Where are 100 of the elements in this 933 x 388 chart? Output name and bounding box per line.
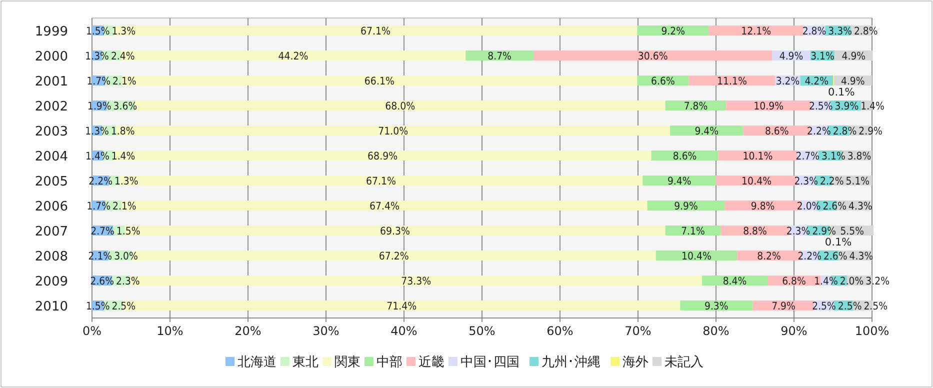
legend-label: 海外 — [622, 355, 648, 370]
bar — [688, 76, 776, 86]
data-label: 2.0% — [840, 276, 867, 288]
data-label: 1.5% — [86, 300, 113, 312]
data-label: 1.4% — [86, 150, 112, 162]
data-label: 2.7% — [796, 150, 822, 162]
data-label: 2.1% — [112, 76, 140, 88]
data-label: 3.1% — [822, 150, 848, 162]
legend-label: 未記入 — [664, 355, 704, 370]
y-tick-label: 2003 — [34, 124, 68, 140]
data-label: 6.8% — [782, 276, 809, 288]
data-label: 2.2% — [807, 126, 834, 138]
data-label: 8.4% — [722, 276, 750, 288]
data-label: 6.6% — [651, 76, 678, 88]
y-tick-label: 2005 — [34, 174, 68, 190]
x-tick-label: 10% — [156, 324, 184, 338]
data-label: 2.6% — [822, 200, 850, 212]
data-label: 2.2% — [88, 176, 116, 188]
data-label: 73.3% — [401, 276, 434, 288]
data-label: 1.3% — [114, 176, 142, 188]
data-label: 0.1% — [828, 86, 855, 98]
y-tick-label: 1999 — [34, 24, 68, 40]
x-tick-label: 70% — [624, 324, 652, 338]
data-label: 3.9% — [834, 100, 862, 112]
data-label: 2.5% — [112, 300, 138, 312]
legend-label: 関東 — [334, 355, 360, 370]
data-label: 10.1% — [742, 150, 776, 162]
data-label: 1.3% — [85, 126, 112, 138]
x-tick-label: 40% — [390, 324, 418, 338]
data-label: 68.0% — [385, 100, 418, 112]
data-label: 2.8% — [832, 126, 860, 138]
data-label: 8.6% — [764, 126, 792, 138]
data-label: 2.0% — [796, 200, 824, 212]
data-label: 4.3% — [849, 250, 876, 262]
data-label: 3.8% — [847, 150, 874, 162]
data-label: 2.9% — [858, 126, 886, 138]
data-label: 2.5% — [864, 300, 890, 312]
legend-label: 中部 — [376, 355, 402, 370]
y-tick-label: 2007 — [34, 224, 68, 240]
y-tick-label: 2008 — [34, 250, 68, 264]
x-tick-label: 50% — [468, 324, 496, 338]
data-label: 12.1% — [741, 26, 775, 38]
data-label: 9.3% — [704, 300, 732, 312]
legend-label: 東北 — [292, 355, 318, 370]
data-label: 8.8% — [743, 226, 770, 238]
data-label: 4.3% — [848, 200, 876, 212]
legend-label: 北海道 — [238, 355, 276, 370]
data-label: 67.1% — [366, 176, 400, 188]
data-label: 2.7% — [90, 226, 118, 238]
data-label: 0.1% — [824, 236, 852, 248]
data-label: 2.5% — [812, 300, 839, 312]
bar — [114, 150, 652, 160]
data-label: 2.5% — [838, 300, 865, 312]
data-label: 4.2% — [804, 76, 832, 88]
y-tick-label: 2001 — [34, 74, 68, 90]
data-label: 9.4% — [667, 176, 694, 188]
data-label: 4.9% — [779, 50, 806, 62]
data-label: 2.8% — [854, 26, 881, 38]
data-label: 3.1% — [810, 50, 838, 62]
data-label: 7.9% — [772, 300, 798, 312]
legend-label: 九州･沖縄 — [542, 355, 600, 370]
data-label: 10.9% — [754, 100, 788, 112]
x-tick-label: 100% — [854, 324, 890, 338]
data-label: 4.9% — [842, 50, 868, 62]
data-label: 8.2% — [757, 250, 784, 262]
data-label: 9.4% — [694, 126, 722, 138]
data-label: 9.2% — [661, 26, 688, 38]
y-tick-label: 2006 — [34, 200, 68, 214]
data-label: 3.3% — [828, 26, 855, 38]
data-label: 71.0% — [378, 126, 412, 138]
data-label: 30.6% — [638, 50, 672, 62]
data-label: 2.8% — [802, 26, 830, 38]
data-label: 2.6% — [90, 276, 117, 288]
data-label: 1.4% — [860, 100, 888, 112]
data-label: 7.8% — [684, 100, 711, 112]
data-label: 66.1% — [364, 76, 398, 88]
x-tick-label: 90% — [780, 324, 808, 338]
data-label: 5.1% — [846, 176, 872, 188]
data-label: 7.1% — [681, 226, 708, 238]
data-label: 2.3% — [116, 276, 143, 288]
data-label: 1.7% — [86, 200, 114, 212]
data-label: 67.4% — [370, 200, 403, 212]
data-label: 2.1% — [112, 200, 140, 212]
data-label: 3.2% — [866, 276, 892, 288]
data-label: 1.5% — [86, 26, 113, 38]
data-label: 11.1% — [716, 76, 750, 88]
data-label: 69.3% — [380, 226, 414, 238]
x-tick-label: 60% — [546, 324, 574, 338]
x-tick-label: 0% — [82, 324, 102, 338]
data-label: 1.4% — [814, 276, 841, 288]
legend-label: 近畿 — [418, 355, 444, 370]
data-label: 68.9% — [368, 150, 401, 162]
data-label: 2.2% — [820, 176, 847, 188]
data-label: 8.6% — [672, 150, 700, 162]
bar — [533, 50, 772, 60]
bar — [114, 26, 638, 36]
y-tick-label: 2002 — [34, 100, 68, 114]
data-label: 3.6% — [113, 100, 140, 112]
data-label: 44.2% — [278, 50, 312, 62]
data-label: 1.5% — [116, 226, 144, 238]
